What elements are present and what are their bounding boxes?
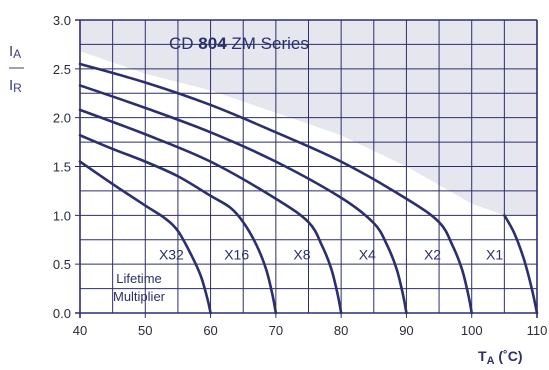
curve-label-x32: X32 — [159, 246, 184, 262]
curve-labels: X32 X16 X8 X4 X2 X1 — [159, 246, 503, 262]
lifetime-note-line2: Multiplier — [113, 289, 166, 304]
curve-label-x4: X4 — [359, 246, 376, 262]
lifetime-note-line1: Lifetime — [116, 271, 162, 286]
y-tick-label: 0.5 — [53, 257, 71, 272]
grid — [75, 19, 538, 318]
y-tick-label: 2.0 — [53, 111, 71, 126]
curve-x32 — [78, 160, 212, 315]
y-label-dash: — — [9, 59, 24, 76]
x-tick-label: 100 — [461, 323, 483, 338]
curves — [78, 62, 539, 315]
y-tick-label: 1.5 — [53, 160, 71, 175]
y-tick-label: 3.0 — [53, 13, 71, 28]
curve-label-x8: X8 — [293, 246, 310, 262]
y-label-bottom: IR — [9, 77, 22, 95]
x-tick-label: 110 — [527, 323, 548, 338]
x-tick-label: 60 — [203, 323, 217, 338]
curve-label-x16: X16 — [224, 246, 249, 262]
curve-x1 — [503, 214, 539, 315]
x-axis-label: TA (˚C) — [478, 348, 523, 367]
y-tick-label: 2.5 — [53, 62, 71, 77]
curve-x4 — [78, 84, 408, 315]
x-tick-label: 70 — [269, 323, 283, 338]
curve-label-x1: X1 — [486, 246, 503, 262]
y-label-top: IA — [9, 43, 21, 61]
x-tick-label: 90 — [399, 323, 413, 338]
y-tick-label: 0.0 — [53, 306, 71, 321]
x-tick-label: 80 — [334, 323, 348, 338]
curve-x16 — [78, 133, 278, 315]
y-tick-label: 1.0 — [53, 208, 71, 223]
x-tick-label: 50 — [138, 323, 152, 338]
curve-label-x2: X2 — [424, 246, 441, 262]
series-title: CD 804 ZM Series — [169, 34, 309, 53]
curve-x2 — [78, 62, 474, 315]
x-tick-label: 40 — [73, 323, 87, 338]
axis-ticks: 40 50 60 70 80 90 100 110 0.0 0.5 1.0 1.5 2.0 2.5 3.0 — [53, 13, 547, 338]
curve-x8 — [78, 108, 343, 315]
